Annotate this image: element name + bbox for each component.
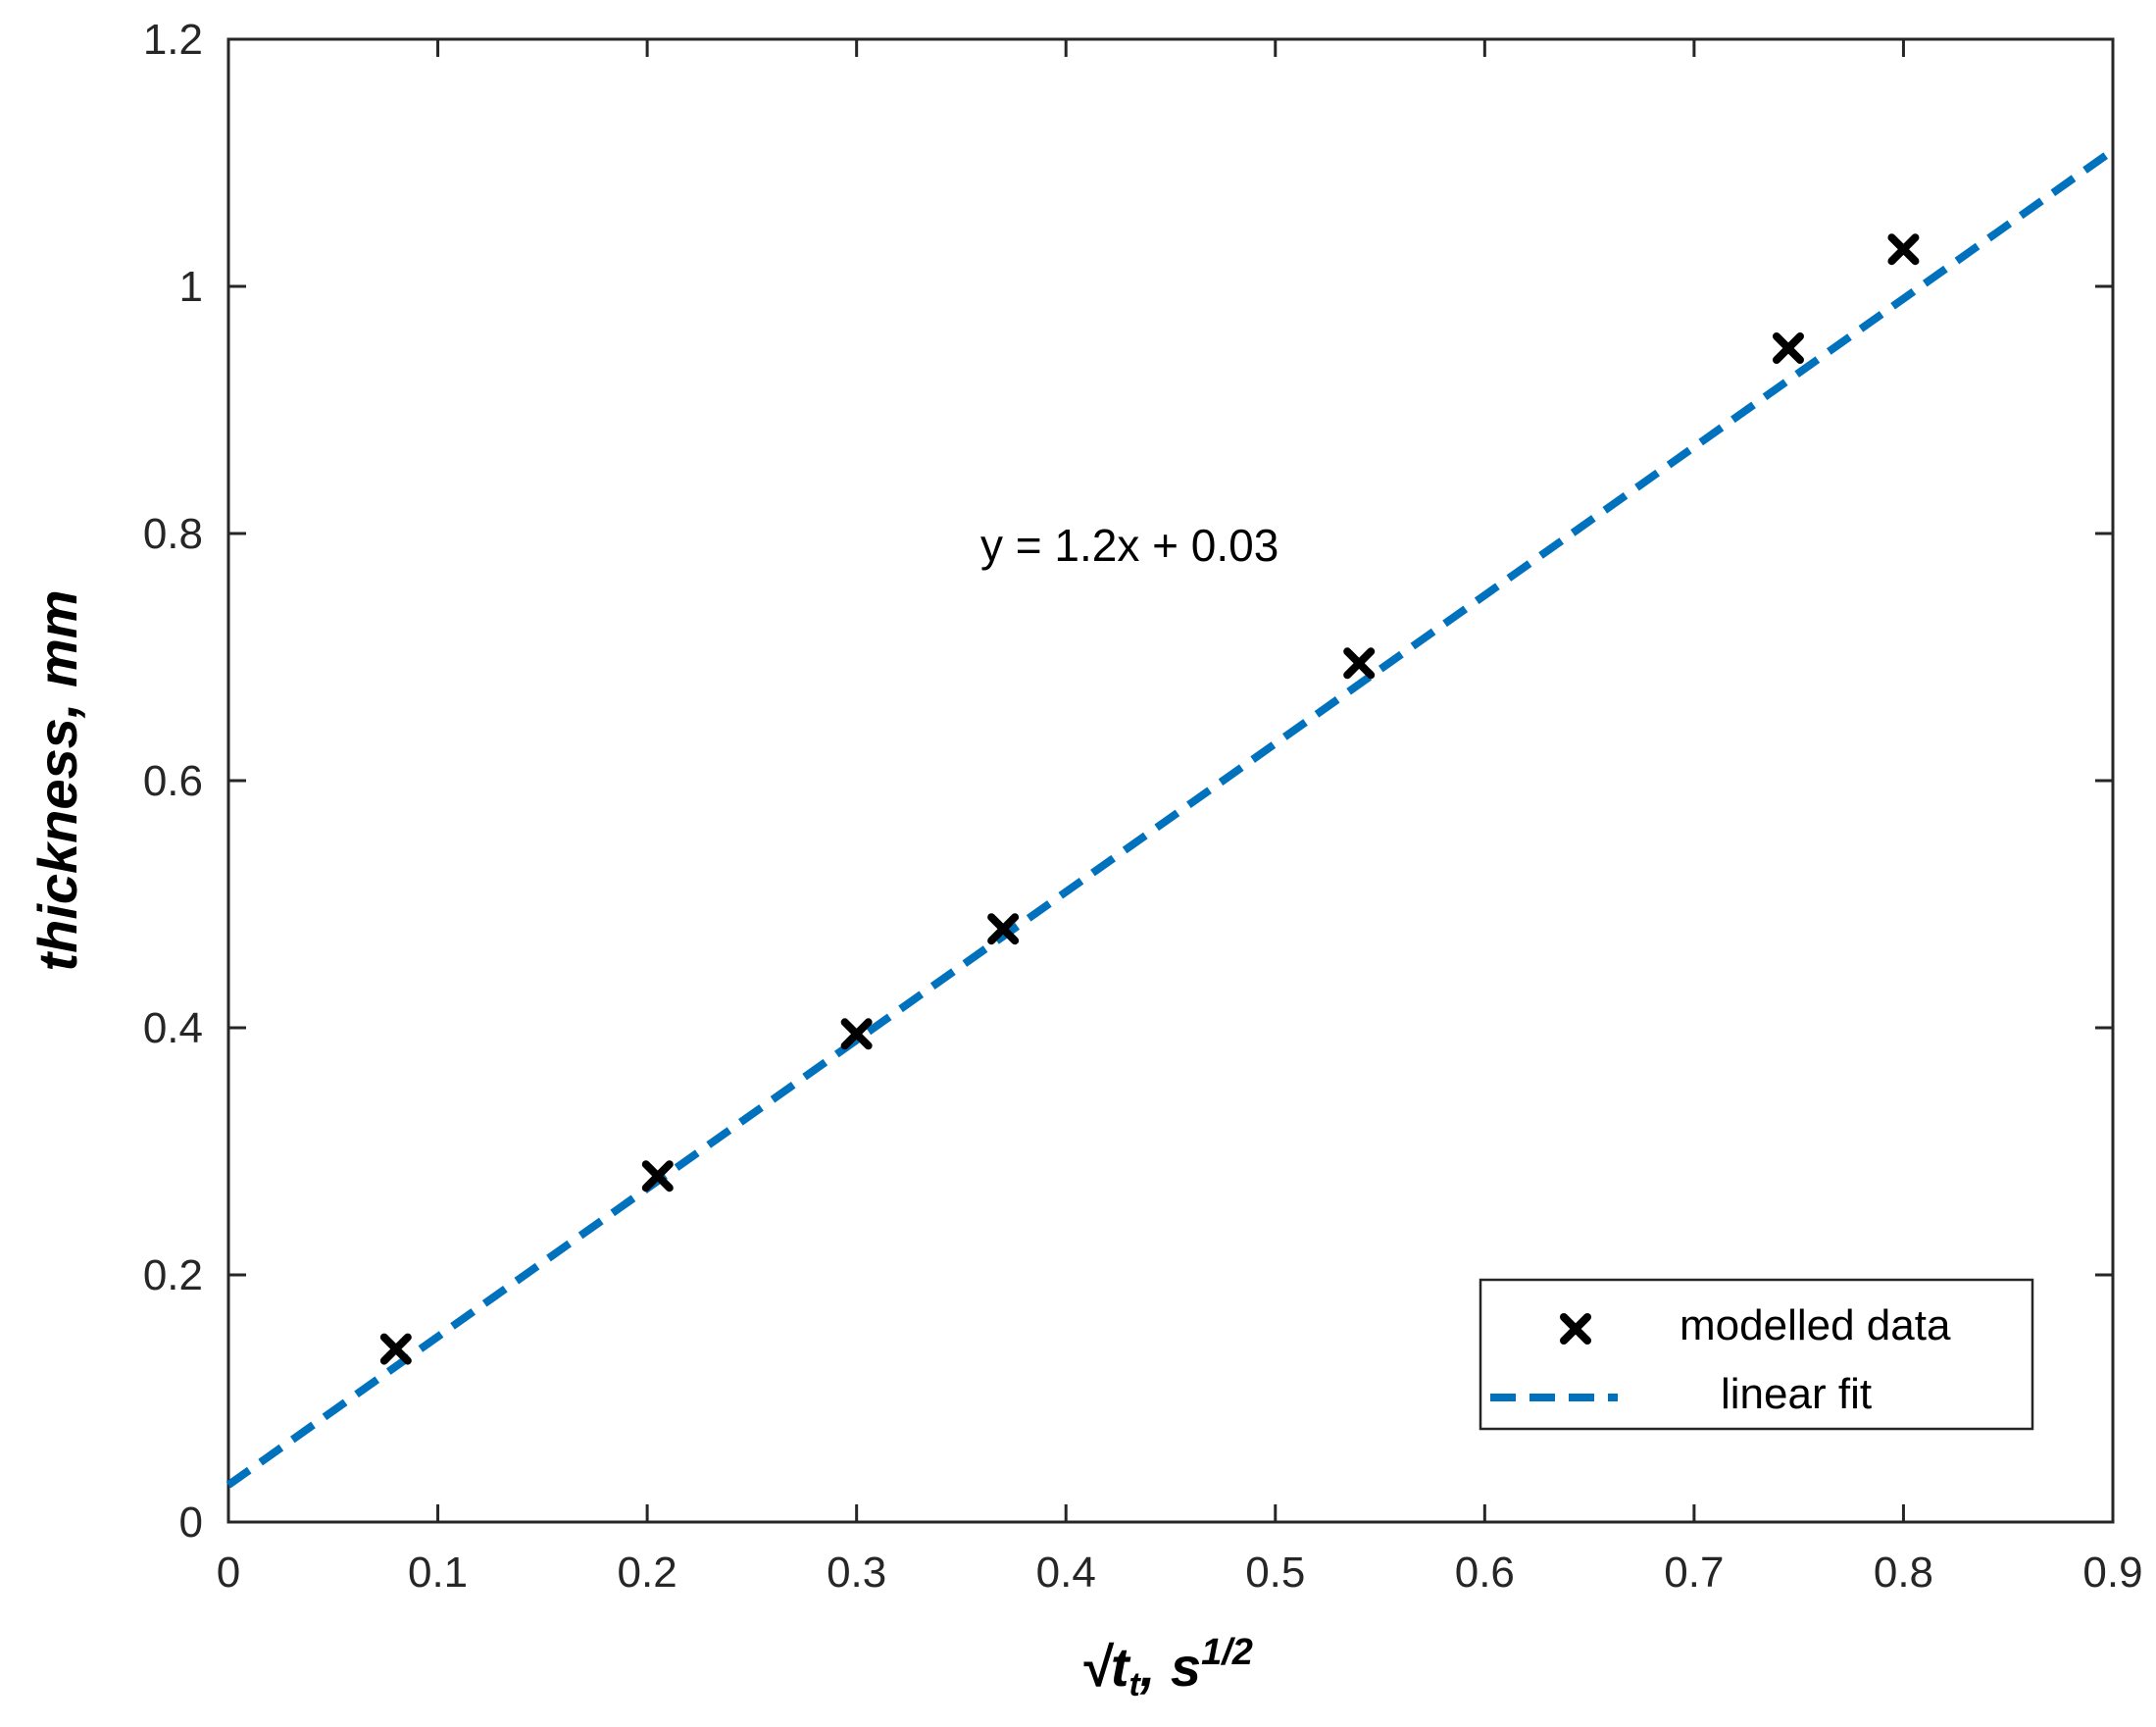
x-axis-label-rest: , s (1139, 1636, 1201, 1698)
legend-box (1479, 1278, 2034, 1431)
y-tick-label-0: 0 (179, 1498, 203, 1547)
fit-line-group (226, 147, 2116, 1489)
legend-label-linear-fit: linear fit (1721, 1370, 1872, 1418)
x-axis-label-sub: t (1128, 1666, 1141, 1703)
y-axis-label: thickness, mm (26, 589, 88, 971)
data-point-4 (1343, 647, 1376, 680)
fit-line (226, 147, 2116, 1489)
legend-label-modelled-data: modelled data (1680, 1301, 1951, 1349)
y-tick-label-4: 0.8 (143, 510, 203, 558)
marker-stroke-b (1343, 647, 1376, 680)
x-tick-label-4: 0.4 (1036, 1549, 1096, 1597)
y-tick-label-5: 1 (179, 263, 203, 311)
x-axis-label: √tt, s1/2 (1080, 1632, 1253, 1703)
x-tick-label-5: 0.5 (1245, 1549, 1305, 1597)
legend: modelled data linear fit (1479, 1278, 2034, 1431)
y-tick-label-2: 0.4 (143, 1004, 203, 1052)
x-tick-label-9: 0.9 (2082, 1549, 2142, 1597)
marker-stroke-b (1887, 233, 1920, 266)
y-tick-label-3: 0.6 (143, 757, 203, 805)
x-tick-label-2: 0.2 (618, 1549, 677, 1597)
marker-stroke-b (840, 1018, 873, 1050)
marker-group (379, 233, 1920, 1365)
axis-ticks: 0 0.1 0.2 0.3 0.4 0.5 0.6 0.7 0.8 0.9 0 0.2 0.4 0.6 0.… (143, 16, 2143, 1597)
x-axis-label-main: √t (1080, 1636, 1131, 1698)
fit-equation-annotation: y = 1.2x + 0.03 (980, 520, 1279, 571)
x-tick-label-8: 0.8 (1874, 1549, 1933, 1597)
data-point-5 (1772, 332, 1804, 364)
x-tick-label-1: 0.1 (408, 1549, 468, 1597)
y-tick-label-6: 1.2 (143, 16, 203, 64)
marker-stroke-b (641, 1160, 674, 1193)
x-axis-label-sup: 1/2 (1201, 1632, 1253, 1673)
legend-marker-x-glyph (1560, 1313, 1591, 1345)
data-point-0 (379, 1333, 412, 1365)
x-tick-label-0: 0 (217, 1549, 240, 1597)
data-point-3 (987, 913, 1020, 945)
y-tick-label-1: 0.2 (143, 1251, 203, 1299)
x-tick-label-3: 0.3 (827, 1549, 886, 1597)
data-point-6 (1887, 233, 1920, 266)
x-tick-label-6: 0.6 (1455, 1549, 1515, 1597)
data-point-2 (840, 1018, 873, 1050)
marker-stroke-b (987, 913, 1020, 945)
plot-area (226, 37, 2115, 1524)
marker-stroke-b (1772, 332, 1804, 364)
data-point-1 (641, 1160, 674, 1193)
x-tick-label-7: 0.7 (1664, 1549, 1724, 1597)
marker-stroke-b (379, 1333, 412, 1365)
marker-stroke-b (1560, 1313, 1591, 1345)
legend-marker-x (1560, 1313, 1591, 1345)
